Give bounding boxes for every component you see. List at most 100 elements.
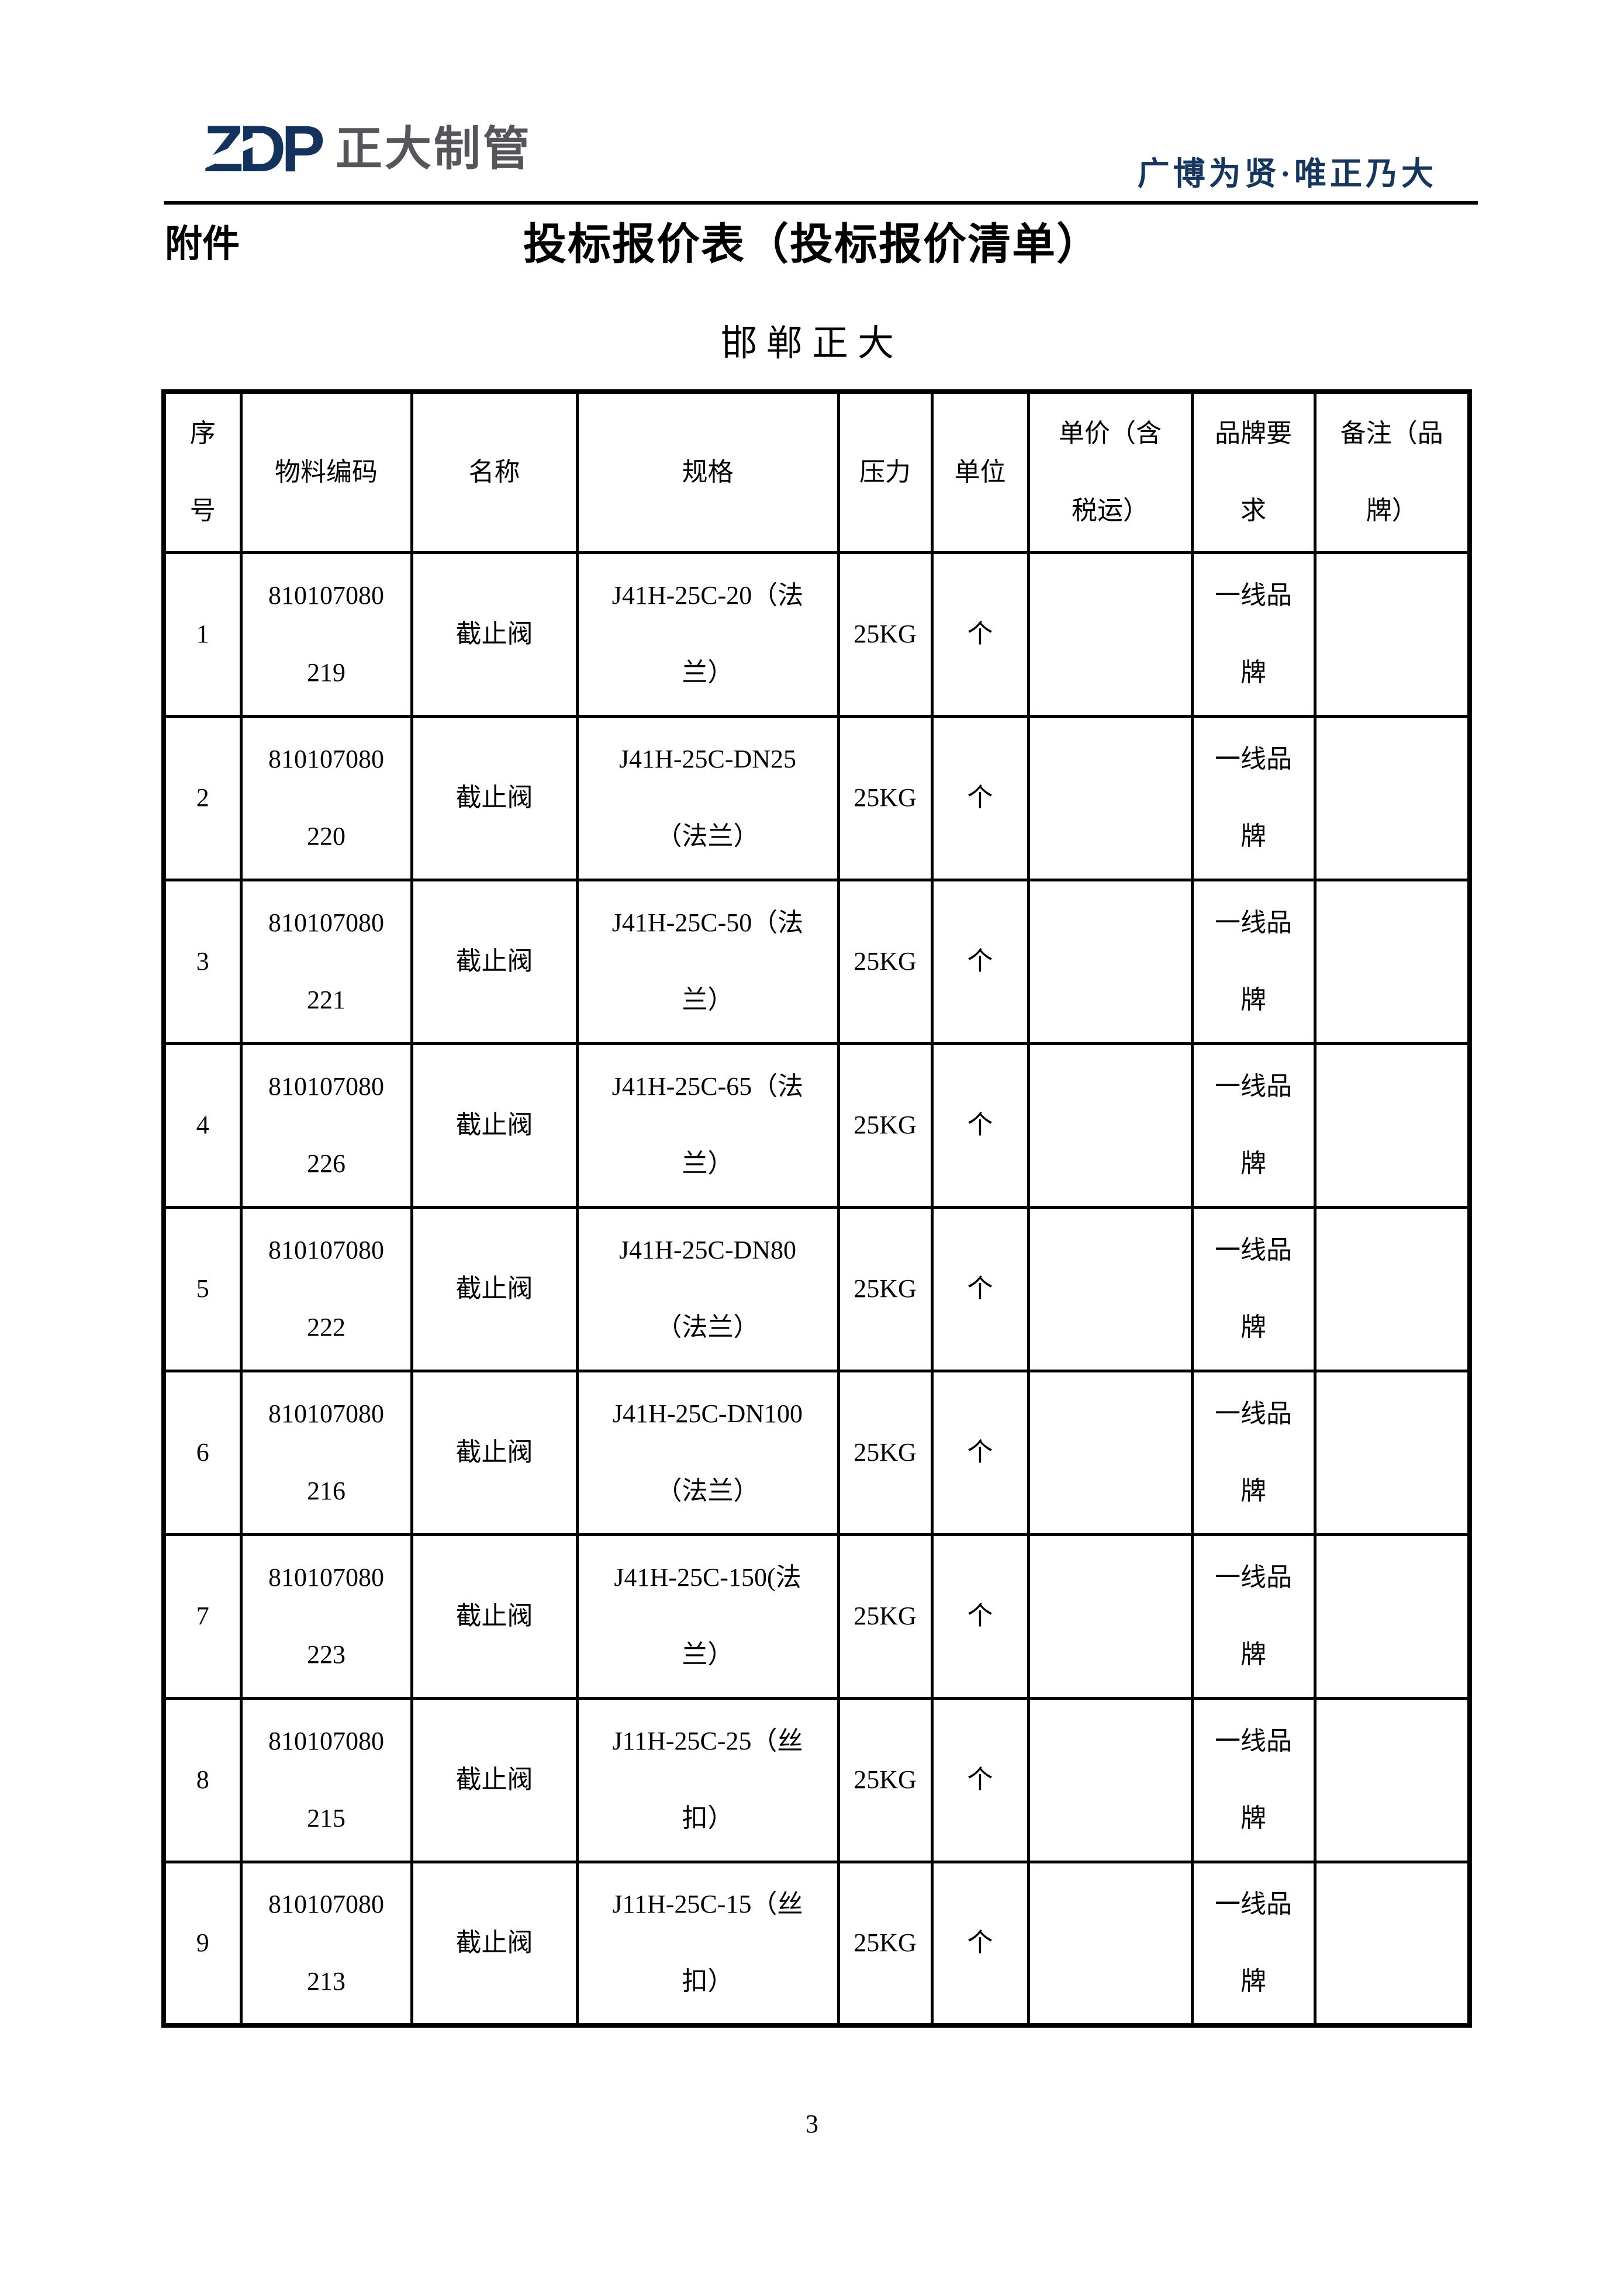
column-header-unit: 单位 bbox=[930, 390, 1030, 554]
table-row: 5 810107080 222 截止阀 J41H-25C-DN80 （法兰） 2… bbox=[162, 1205, 1471, 1372]
attachment-label: 附件 bbox=[165, 223, 240, 265]
cell-unit: 个 bbox=[930, 1205, 1030, 1372]
page-subtitle: 邯郸正大 bbox=[720, 324, 904, 364]
cell-pressure: 25KG bbox=[837, 714, 934, 881]
cell-name: 截止阀 bbox=[410, 1860, 579, 2027]
cell-unit-price bbox=[1027, 1696, 1194, 1863]
table-row: 8 810107080 215 截止阀 J11H-25C-25（丝 扣） 25K… bbox=[162, 1696, 1471, 1863]
cell-remark bbox=[1313, 1369, 1471, 1536]
page-number: 3 bbox=[806, 2110, 818, 2138]
cell-unit-price bbox=[1027, 878, 1194, 1045]
cell-brand-requirement: 一线品 牌 bbox=[1190, 1042, 1317, 1209]
cell-spec: J41H-25C-DN25 （法兰） bbox=[575, 714, 840, 881]
cell-material-code: 810107080 223 bbox=[239, 1533, 413, 1700]
cell-remark bbox=[1313, 714, 1471, 881]
cell-remark bbox=[1313, 1860, 1471, 2027]
cell-unit-price bbox=[1027, 1533, 1194, 1700]
cell-spec: J41H-25C-150(法 兰） bbox=[575, 1533, 840, 1700]
cell-spec: J11H-25C-15（丝 扣） bbox=[575, 1860, 840, 2027]
cell-unit: 个 bbox=[930, 1042, 1030, 1209]
cell-brand-requirement: 一线品 牌 bbox=[1190, 1860, 1317, 2027]
company-logo: ZDP bbox=[196, 116, 325, 182]
cell-brand-requirement: 一线品 牌 bbox=[1190, 1533, 1317, 1700]
cell-name: 截止阀 bbox=[410, 1042, 579, 1209]
table-row: 4 810107080 226 截止阀 J41H-25C-65（法 兰） 25K… bbox=[162, 1042, 1471, 1209]
cell-spec: J41H-25C-DN100 （法兰） bbox=[575, 1369, 840, 1536]
cell-remark bbox=[1313, 1696, 1471, 1863]
cell-seq: 7 bbox=[162, 1533, 243, 1700]
cell-seq: 1 bbox=[162, 551, 243, 718]
cell-brand-requirement: 一线品 牌 bbox=[1190, 714, 1317, 881]
cell-seq: 3 bbox=[162, 878, 243, 1045]
cell-spec: J41H-25C-20（法 兰） bbox=[575, 551, 840, 718]
table-row: 3 810107080 221 截止阀 J41H-25C-50（法 兰） 25K… bbox=[162, 878, 1471, 1045]
cell-pressure: 25KG bbox=[837, 1205, 934, 1372]
company-name: 正大制管 bbox=[336, 123, 532, 175]
cell-spec: J41H-25C-65（法 兰） bbox=[575, 1042, 840, 1209]
cell-brand-requirement: 一线品 牌 bbox=[1190, 1205, 1317, 1372]
cell-unit-price bbox=[1027, 1042, 1194, 1209]
cell-material-code: 810107080 213 bbox=[239, 1860, 413, 2027]
cell-remark bbox=[1313, 1042, 1471, 1209]
cell-seq: 8 bbox=[162, 1696, 243, 1863]
cell-unit-price bbox=[1027, 714, 1194, 881]
cell-material-code: 810107080 215 bbox=[239, 1696, 413, 1863]
letterhead: ZDP 正大制管 bbox=[196, 116, 532, 182]
cell-unit: 个 bbox=[930, 1369, 1030, 1536]
company-slogan: 广博为贤·唯正乃大 bbox=[1137, 156, 1437, 192]
cell-name: 截止阀 bbox=[410, 714, 579, 881]
cell-spec: J41H-25C-50（法 兰） bbox=[575, 878, 840, 1045]
cell-spec: J11H-25C-25（丝 扣） bbox=[575, 1696, 840, 1863]
page-title: 投标报价表（投标报价清单） bbox=[523, 221, 1101, 269]
cell-pressure: 25KG bbox=[837, 1696, 934, 1863]
cell-seq: 4 bbox=[162, 1042, 243, 1209]
cell-brand-requirement: 一线品 牌 bbox=[1190, 1369, 1317, 1536]
cell-seq: 6 bbox=[162, 1369, 243, 1536]
cell-pressure: 25KG bbox=[837, 1369, 934, 1536]
quotation-table: 序 号 物料编码 名称 规格 压力 单位 单价（含 税运） 品牌要 求 备注（品… bbox=[161, 389, 1472, 2028]
cell-unit: 个 bbox=[930, 714, 1030, 881]
cell-unit: 个 bbox=[930, 1696, 1030, 1863]
column-header-pressure: 压力 bbox=[837, 390, 934, 554]
cell-material-code: 810107080 222 bbox=[239, 1205, 413, 1372]
cell-unit: 个 bbox=[930, 878, 1030, 1045]
logo-zdp-text: ZDP bbox=[203, 112, 325, 185]
table-row: 6 810107080 216 截止阀 J41H-25C-DN100 （法兰） … bbox=[162, 1369, 1471, 1536]
column-header-material-code: 物料编码 bbox=[239, 390, 413, 554]
cell-seq: 5 bbox=[162, 1205, 243, 1372]
cell-pressure: 25KG bbox=[837, 878, 934, 1045]
cell-remark bbox=[1313, 551, 1471, 718]
cell-pressure: 25KG bbox=[837, 1042, 934, 1209]
column-header-name: 名称 bbox=[410, 390, 579, 554]
cell-name: 截止阀 bbox=[410, 878, 579, 1045]
cell-pressure: 25KG bbox=[837, 1533, 934, 1700]
cell-name: 截止阀 bbox=[410, 1696, 579, 1863]
cell-unit-price bbox=[1027, 1860, 1194, 2027]
column-header-spec: 规格 bbox=[575, 390, 840, 554]
cell-unit: 个 bbox=[930, 1860, 1030, 2027]
column-header-remark: 备注（品 牌） bbox=[1313, 390, 1471, 554]
cell-material-code: 810107080 226 bbox=[239, 1042, 413, 1209]
cell-unit: 个 bbox=[930, 1533, 1030, 1700]
cell-name: 截止阀 bbox=[410, 1533, 579, 1700]
cell-seq: 9 bbox=[162, 1860, 243, 2027]
table-row: 7 810107080 223 截止阀 J41H-25C-150(法 兰） 25… bbox=[162, 1533, 1471, 1700]
header-divider bbox=[164, 201, 1478, 205]
cell-name: 截止阀 bbox=[410, 551, 579, 718]
cell-unit-price bbox=[1027, 1205, 1194, 1372]
cell-seq: 2 bbox=[162, 714, 243, 881]
cell-brand-requirement: 一线品 牌 bbox=[1190, 878, 1317, 1045]
cell-material-code: 810107080 221 bbox=[239, 878, 413, 1045]
table-row: 1 810107080 219 截止阀 J41H-25C-20（法 兰） 25K… bbox=[162, 551, 1471, 718]
column-header-seq: 序 号 bbox=[162, 390, 243, 554]
cell-pressure: 25KG bbox=[837, 1860, 934, 2027]
column-header-unit-price: 单价（含 税运） bbox=[1027, 390, 1194, 554]
cell-brand-requirement: 一线品 牌 bbox=[1190, 551, 1317, 718]
table-header-row: 序 号 物料编码 名称 规格 压力 单位 单价（含 税运） 品牌要 求 备注（品… bbox=[162, 390, 1471, 554]
table-row: 2 810107080 220 截止阀 J41H-25C-DN25 （法兰） 2… bbox=[162, 714, 1471, 881]
cell-name: 截止阀 bbox=[410, 1369, 579, 1536]
cell-brand-requirement: 一线品 牌 bbox=[1190, 1696, 1317, 1863]
cell-unit-price bbox=[1027, 551, 1194, 718]
cell-remark bbox=[1313, 878, 1471, 1045]
cell-material-code: 810107080 216 bbox=[239, 1369, 413, 1536]
